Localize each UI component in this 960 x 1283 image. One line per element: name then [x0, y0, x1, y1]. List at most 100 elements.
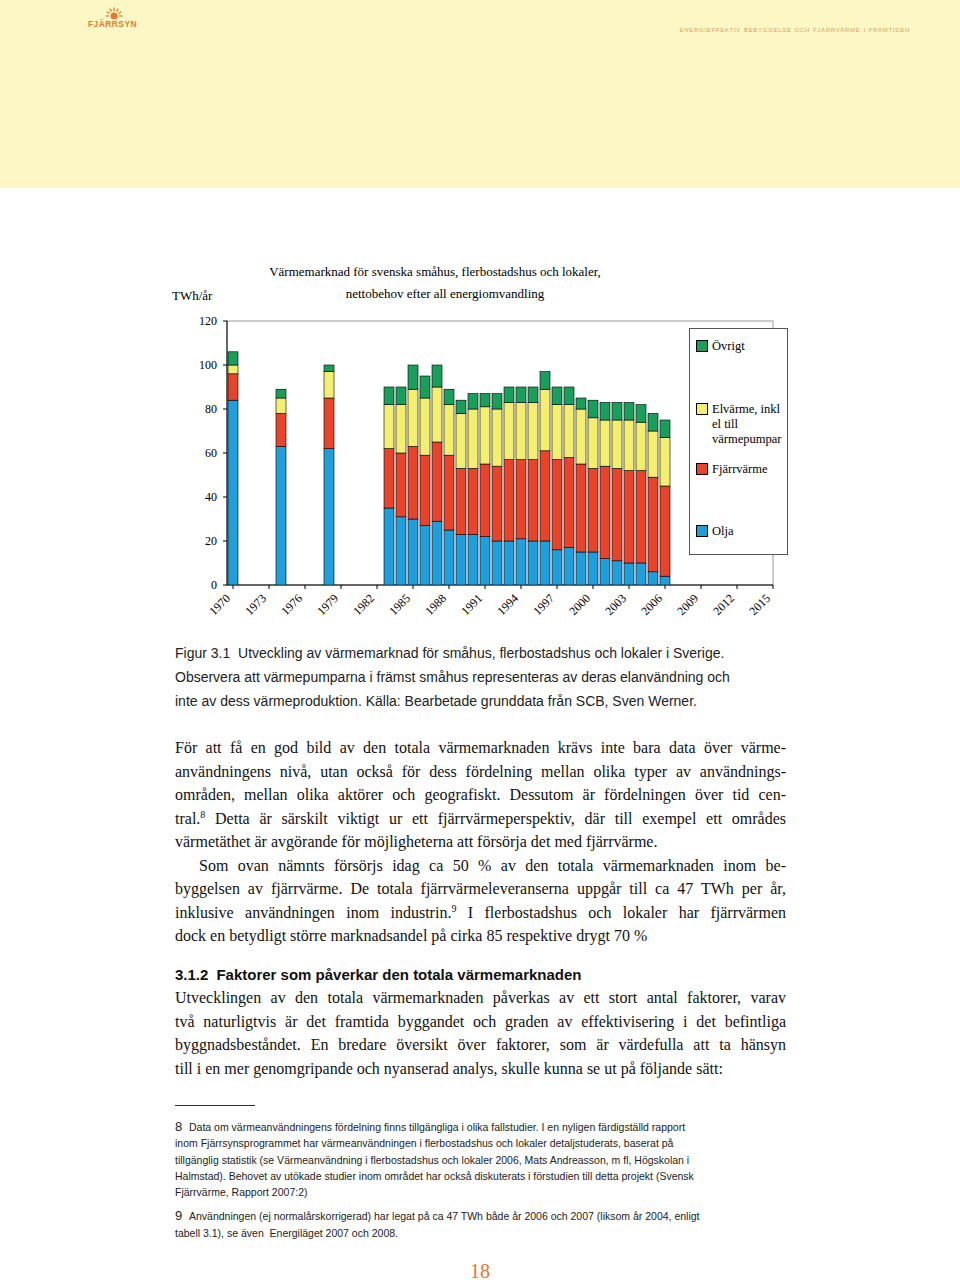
bar-segment: [612, 468, 622, 560]
footnote-line: 8Data om värmeanvändningens fördelning f…: [175, 1119, 795, 1135]
bar-segment: [552, 405, 562, 460]
bar-segment: [468, 534, 478, 585]
bar-segment: [396, 453, 406, 517]
chart-subtitle: nettobehov efter all energiomvandling: [346, 286, 545, 301]
header-tagline: energieffektiv bebyggelse och fjärrvärme…: [680, 25, 910, 34]
y-tick-label: 100: [199, 358, 217, 372]
bar-segment: [648, 572, 658, 585]
bar-segment: [612, 561, 622, 585]
bar-segment: [432, 521, 442, 585]
bar-segment: [612, 420, 622, 468]
x-tick: [485, 585, 486, 589]
x-tick-label: 2015: [746, 591, 773, 618]
logo-ray: [113, 8, 114, 12]
bar-segment: [600, 402, 610, 420]
x-tick-label: 2003: [602, 591, 629, 618]
x-tick: [557, 585, 558, 589]
bar-segment: [408, 446, 418, 519]
footnote-number: 9: [175, 1208, 189, 1224]
caption-line: inte av dess värmeproduktion. Källa: Bea…: [175, 689, 795, 713]
bar-segment: [624, 563, 634, 585]
footnote-text: Halmstad). Behovet av utökade studier in…: [175, 1170, 694, 1182]
x-tick-label: 2012: [710, 591, 737, 618]
bar-segment: [276, 398, 286, 413]
text-line: till i en mer genomgripande och nyansera…: [175, 1057, 786, 1081]
text-line: Utvecklingen av den totala värmemarknade…: [175, 986, 786, 1010]
bar-segment: [276, 446, 286, 585]
body-text: För att få en god bild av den totala vär…: [175, 736, 786, 1080]
bar-segment: [480, 537, 490, 585]
bar-segment: [516, 539, 526, 585]
paragraph: För att få en god bild av den totala vär…: [175, 736, 786, 854]
bar-segment: [564, 405, 574, 458]
x-tick-label: 1985: [386, 591, 413, 618]
bar-segment: [420, 526, 430, 585]
bar-segment: [564, 548, 574, 585]
text-run: inklusive användningen inom industrin.: [175, 904, 451, 921]
bar-segment: [480, 407, 490, 464]
bar-segment: [612, 402, 622, 420]
bar-segment: [324, 398, 334, 449]
bar-segment: [636, 563, 646, 585]
x-tick-label: 2009: [674, 591, 701, 618]
text-line: användningens nivå, utan också för dess …: [175, 760, 786, 784]
bar-segment: [444, 389, 454, 404]
footnote-line: tillgänglig statistik (se Värmeanvändnin…: [175, 1152, 795, 1168]
footnote: 8Data om värmeanvändningens fördelning f…: [175, 1119, 795, 1200]
text-run: tral.: [175, 810, 200, 827]
bar-segment: [504, 402, 514, 459]
bar-segment: [540, 389, 550, 451]
bar-segment: [576, 409, 586, 464]
x-tick: [449, 585, 450, 589]
text-line: områden, mellan olika aktörer och geogra…: [175, 783, 786, 807]
legend-swatch: [696, 463, 708, 475]
bar-segment: [444, 455, 454, 530]
legend-swatch: [696, 403, 708, 415]
bar-segment: [456, 468, 466, 534]
logo-ray: [117, 9, 119, 12]
x-tick-label: 2000: [566, 591, 593, 618]
y-tick: [223, 453, 227, 454]
bar-segment: [540, 451, 550, 541]
bar-segment: [456, 413, 466, 468]
logo-ray: [118, 12, 121, 14]
bar-segment: [588, 468, 598, 552]
bar-segment: [528, 387, 538, 402]
x-tick: [377, 585, 378, 589]
footnote-text: Fjärrvärme, Rapport 2007:2): [175, 1186, 307, 1198]
text-line: Som ovan nämnts försörjs idag ca 50 % av…: [175, 854, 786, 878]
footnote-text: Data om värmeanvändningens fördelning fi…: [189, 1121, 685, 1133]
x-tick-label: 1988: [422, 591, 449, 618]
bar-segment: [492, 466, 502, 541]
footnote-separator: [175, 1105, 255, 1106]
heading-text: Faktorer som påverkar den totala värmema…: [216, 966, 581, 983]
bar-segment: [324, 449, 334, 585]
bar-segment: [528, 460, 538, 541]
bars: [228, 352, 670, 585]
bar-segment: [600, 420, 610, 466]
bar-segment: [444, 405, 454, 456]
y-tick-label: 60: [205, 446, 217, 460]
y-tick: [223, 585, 227, 586]
bar-segment: [228, 374, 238, 400]
x-tick: [701, 585, 702, 589]
bar-segment: [396, 517, 406, 585]
x-tick-label: 1973: [242, 591, 269, 618]
bar-segment: [324, 365, 334, 372]
legend: ÖvrigtElvärme, inkl el till värmepumparF…: [689, 328, 788, 555]
paragraph: Som ovan nämnts försörjs idag ca 50 % av…: [175, 854, 786, 948]
bar-segment: [456, 400, 466, 413]
text-line: byggelsen av fjärrvärme. De totala fjärr…: [175, 877, 786, 901]
text-line: byggnadsbeståndet. En bredare översikt ö…: [175, 1033, 786, 1057]
page-number: 18: [430, 1261, 530, 1281]
y-axis-label: TWh/år: [172, 288, 213, 303]
x-tick: [305, 585, 306, 589]
y-tick-label: 40: [205, 490, 217, 504]
bar-segment: [444, 530, 454, 585]
footnotes: 8Data om värmeanvändningens fördelning f…: [175, 1119, 795, 1241]
text-line: dock en betydligt större marknadsandel p…: [175, 924, 786, 948]
bar-segment: [504, 387, 514, 402]
caption-line: Observera att värmepumparna i främst små…: [175, 665, 795, 689]
bar-segment: [624, 420, 634, 471]
text-line: två naturligtvis är det framtida byggand…: [175, 1010, 786, 1034]
